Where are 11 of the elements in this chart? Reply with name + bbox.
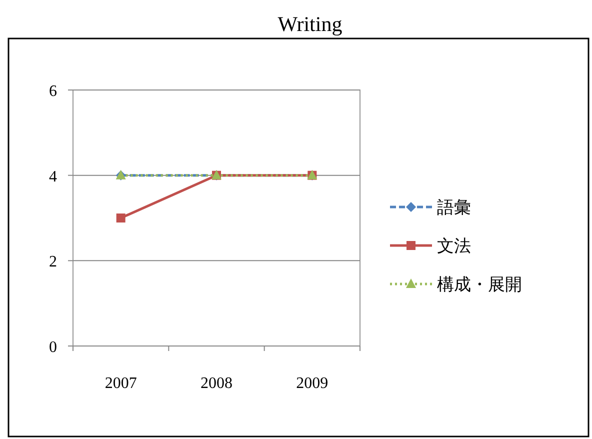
title: Writing [278,12,342,36]
legend-label: 構成・展開 [437,275,522,294]
legend-label: 文法 [437,236,471,256]
y-tick-label: 4 [49,168,57,186]
y-tick-label: 2 [49,254,57,271]
x-tick-label: 2009 [296,375,328,392]
x-tick-label: 2008 [200,375,232,392]
y-tick-label: 0 [49,339,57,356]
y-tick-label: 6 [49,83,57,100]
legend-label: 語彙 [437,198,471,217]
x-tick-label: 2007 [104,375,137,392]
